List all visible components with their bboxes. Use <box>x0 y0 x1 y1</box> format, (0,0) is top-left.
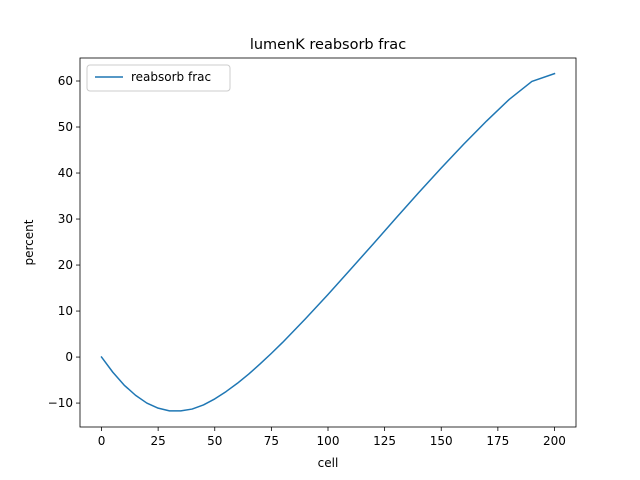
x-axis-label: cell <box>318 456 339 470</box>
x-tick-label: 175 <box>486 434 509 448</box>
y-tick-label: 50 <box>58 120 73 134</box>
x-tick-label: 50 <box>207 434 222 448</box>
y-axis-label: percent <box>22 219 36 265</box>
x-axis-ticks: 0 25 50 75 100 125 150 175 200 <box>98 427 566 448</box>
x-tick-label: 25 <box>150 434 165 448</box>
legend-label-reabsorb-frac: reabsorb frac <box>131 70 211 84</box>
x-tick-label: 0 <box>98 434 106 448</box>
plot-area <box>100 72 556 412</box>
x-tick-label: 125 <box>373 434 396 448</box>
y-tick-label: −10 <box>48 396 73 410</box>
x-tick-label: 100 <box>317 434 340 448</box>
x-tick-label: 75 <box>264 434 279 448</box>
x-tick-label: 200 <box>543 434 566 448</box>
y-tick-label: 40 <box>58 166 73 180</box>
legend: reabsorb frac <box>86 64 231 92</box>
y-tick-label: 30 <box>58 212 73 226</box>
y-tick-label: 0 <box>65 350 73 364</box>
series-line-reabsorb-frac <box>100 72 556 412</box>
y-axis-ticks: −10 0 10 20 30 40 50 60 <box>48 74 80 410</box>
y-tick-label: 20 <box>58 258 73 272</box>
y-tick-label: 60 <box>58 74 73 88</box>
y-tick-label: 10 <box>58 304 73 318</box>
chart-title: lumenK reabsorb frac <box>250 37 406 53</box>
legend-box <box>86 64 231 92</box>
x-tick-label: 150 <box>430 434 453 448</box>
